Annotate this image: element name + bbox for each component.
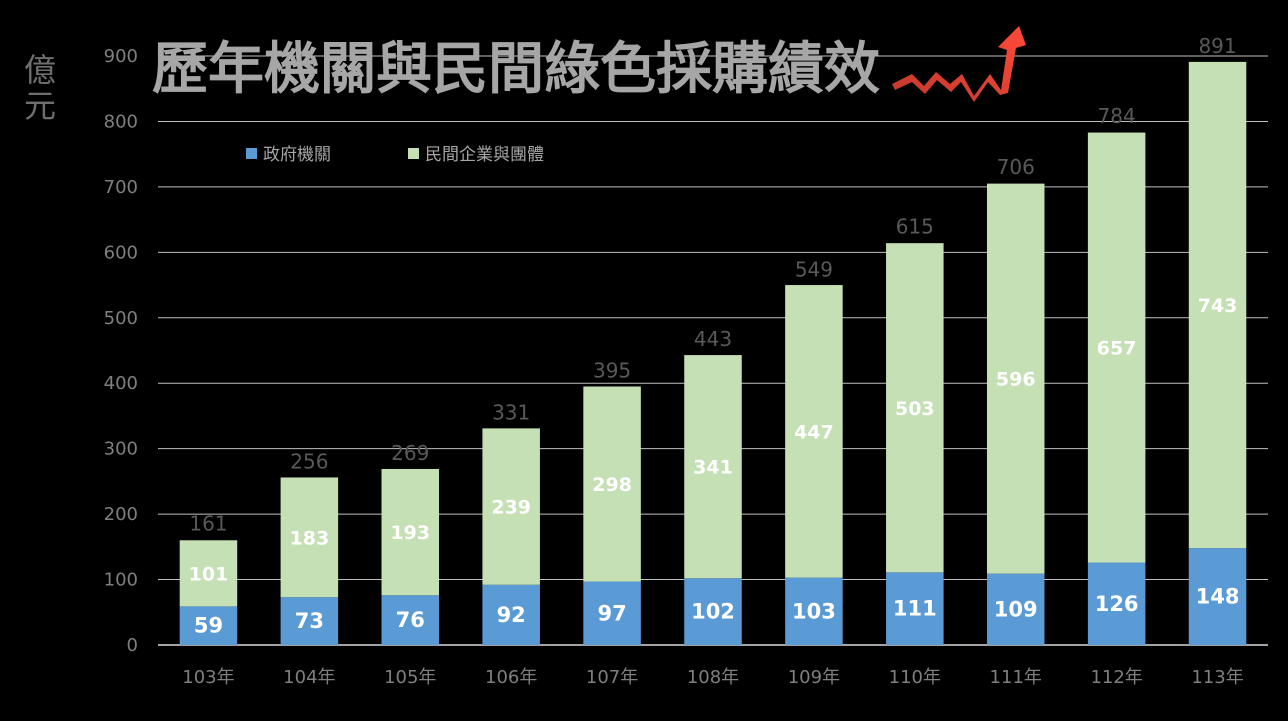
- total-label: 269: [391, 441, 429, 465]
- legend-label: 政府機關: [263, 145, 331, 165]
- bar-segment: [1188, 61, 1247, 549]
- data-label: 743: [1198, 295, 1238, 317]
- data-label: 447: [794, 421, 834, 443]
- bar-segment: [986, 573, 1045, 645]
- data-label: 657: [1097, 338, 1137, 360]
- bar-segment: [684, 578, 742, 645]
- total-label: 256: [290, 449, 328, 473]
- x-tick-label: 105年: [384, 667, 436, 688]
- bar-segment: [583, 581, 641, 645]
- data-label: 97: [597, 601, 626, 625]
- y-tick-label: 800: [104, 111, 138, 132]
- x-tick-label: 106年: [485, 667, 537, 688]
- legend-swatch: [408, 148, 419, 159]
- total-label: 891: [1198, 34, 1236, 58]
- y-axis-ticks: 0 100 200 300 400 500 600 700 800 900: [104, 46, 138, 656]
- y-tick-label: 600: [104, 242, 138, 263]
- x-tick-label: 109年: [788, 667, 840, 688]
- bar-segment: [179, 606, 238, 645]
- data-label: 76: [396, 608, 425, 632]
- total-label: 331: [492, 400, 530, 424]
- data-label: 109: [994, 597, 1038, 621]
- y-tick-label: 300: [104, 439, 138, 460]
- y-tick-label: 900: [104, 46, 138, 67]
- total-label: 161: [189, 512, 227, 536]
- total-label: 395: [593, 358, 631, 382]
- trend-arrow-icon: [892, 26, 1026, 102]
- bar-segment: [1188, 548, 1247, 645]
- x-tick-label: 107年: [586, 667, 638, 688]
- bars: 59 101 161 73 183 256 76 193 269 92 239 331 97 298 395…: [179, 34, 1247, 645]
- data-label: 92: [497, 603, 526, 627]
- total-label: 784: [1098, 104, 1136, 128]
- y-tick-label: 100: [104, 570, 138, 591]
- bar-segment: [886, 243, 944, 573]
- total-label: 615: [896, 215, 934, 239]
- bar-segment: [684, 355, 742, 579]
- data-label: 183: [290, 527, 330, 549]
- data-label: 59: [194, 614, 223, 638]
- data-label: 503: [895, 398, 935, 420]
- x-tick-label: 110年: [889, 667, 941, 688]
- bar-segment: [179, 540, 238, 607]
- x-tick-label: 112年: [1090, 667, 1142, 688]
- gridlines: [158, 55, 1268, 646]
- bar-segment: [1087, 562, 1146, 645]
- x-axis-ticks: 103年 104年 105年 106年 107年 108年 109年 110年 111年 112年…: [182, 667, 1243, 688]
- data-label: 239: [491, 497, 531, 519]
- legend-swatch: [246, 148, 257, 159]
- data-label: 102: [691, 600, 735, 624]
- bar-segment: [785, 285, 843, 578]
- bar-segment: [381, 595, 440, 645]
- total-label: 549: [795, 258, 833, 282]
- y-tick-label: 0: [127, 635, 138, 656]
- y-tick-label: 500: [104, 308, 138, 329]
- x-tick-label: 108年: [687, 667, 739, 688]
- x-tick-label: 113年: [1191, 667, 1243, 688]
- bar-segment: [482, 428, 540, 585]
- y-tick-label: 200: [104, 504, 138, 525]
- total-label: 443: [694, 327, 732, 351]
- data-label: 103: [792, 599, 836, 623]
- data-label: 193: [390, 522, 430, 544]
- chart-title: 歷年機關與民間綠色採購績效: [152, 37, 880, 102]
- data-label: 73: [295, 609, 324, 633]
- data-label: 111: [893, 597, 937, 621]
- data-label: 148: [1196, 585, 1240, 609]
- bar-segment: [886, 572, 944, 645]
- bar-segment: [280, 597, 339, 645]
- total-label: 706: [997, 155, 1035, 179]
- bar-segment: [785, 577, 843, 645]
- bar-segment: [986, 183, 1045, 574]
- data-label: 298: [592, 474, 632, 496]
- y-tick-label: 400: [104, 373, 138, 394]
- x-tick-label: 104年: [283, 667, 335, 688]
- legend: 政府機關 民間企業與團體: [246, 145, 544, 165]
- bar-segment: [1087, 132, 1146, 563]
- y-axis-unit-label: 億 元: [23, 51, 56, 125]
- data-label: 101: [189, 563, 229, 585]
- bar-segment: [280, 477, 339, 598]
- data-label: 126: [1095, 592, 1139, 616]
- data-label: 596: [996, 369, 1036, 391]
- x-tick-label: 103年: [182, 667, 234, 688]
- bar-segment: [381, 468, 440, 596]
- data-label: 341: [693, 457, 733, 479]
- legend-label: 民間企業與團體: [425, 145, 544, 165]
- y-tick-label: 700: [104, 177, 138, 198]
- bar-segment: [482, 584, 540, 645]
- bar-segment: [583, 386, 641, 582]
- x-tick-label: 111年: [990, 667, 1042, 688]
